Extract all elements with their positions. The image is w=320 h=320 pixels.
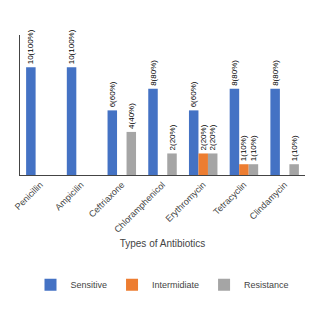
svg-text:Chloramphenicol: Chloramphenicol [112,180,167,235]
svg-text:Ceftriaxone: Ceftriaxone [87,180,127,220]
svg-text:Tetracyclin: Tetracyclin [211,180,248,217]
svg-text:6(60%): 6(60%) [108,81,117,107]
svg-text:Clindamycin: Clindamycin [247,180,289,222]
svg-text:4(40%): 4(40%) [127,103,136,129]
svg-text:Sensitive: Sensitive [71,280,108,290]
svg-text:Erythromycin: Erythromycin [164,180,208,224]
svg-text:10(100%): 10(100%) [26,29,35,64]
svg-text:10(100%): 10(100%) [67,29,76,64]
svg-text:8(80%): 8(80%) [149,60,158,86]
svg-text:2(20%): 2(20%) [199,124,208,150]
svg-text:1(10%): 1(10%) [290,135,299,161]
svg-text:6(60%): 6(60%) [189,81,198,107]
svg-text:Penicillin: Penicillin [13,180,45,212]
svg-text:1(10%): 1(10%) [239,135,248,161]
svg-text:1(10%): 1(10%) [249,135,258,161]
svg-text:2(20%): 2(20%) [208,124,217,150]
svg-text:8(80%): 8(80%) [271,60,280,86]
svg-text:Ampicilin: Ampicilin [53,180,86,213]
svg-text:Intermidiate: Intermidiate [152,280,199,290]
svg-text:Resistance: Resistance [244,280,289,290]
svg-text:Types of Antibiotics: Types of Antibiotics [120,238,206,249]
svg-text:2(20%): 2(20%) [168,124,177,150]
svg-text:8(80%): 8(80%) [230,60,239,86]
